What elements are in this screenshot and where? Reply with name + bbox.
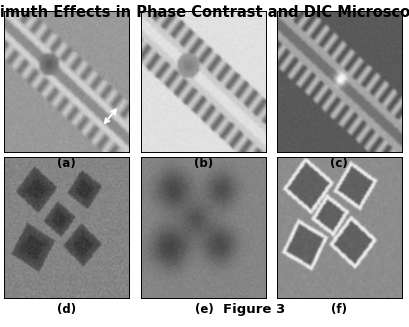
Text: (e): (e) <box>194 302 213 316</box>
Text: (f): (f) <box>330 302 346 316</box>
Text: Azimuth Effects in Phase Contrast and DIC Microscopy: Azimuth Effects in Phase Contrast and DI… <box>0 5 409 20</box>
Text: (a): (a) <box>57 157 76 170</box>
Text: (c): (c) <box>330 157 347 170</box>
Text: Figure 3: Figure 3 <box>222 302 285 316</box>
Text: (b): (b) <box>194 157 213 170</box>
Text: (d): (d) <box>57 302 76 316</box>
